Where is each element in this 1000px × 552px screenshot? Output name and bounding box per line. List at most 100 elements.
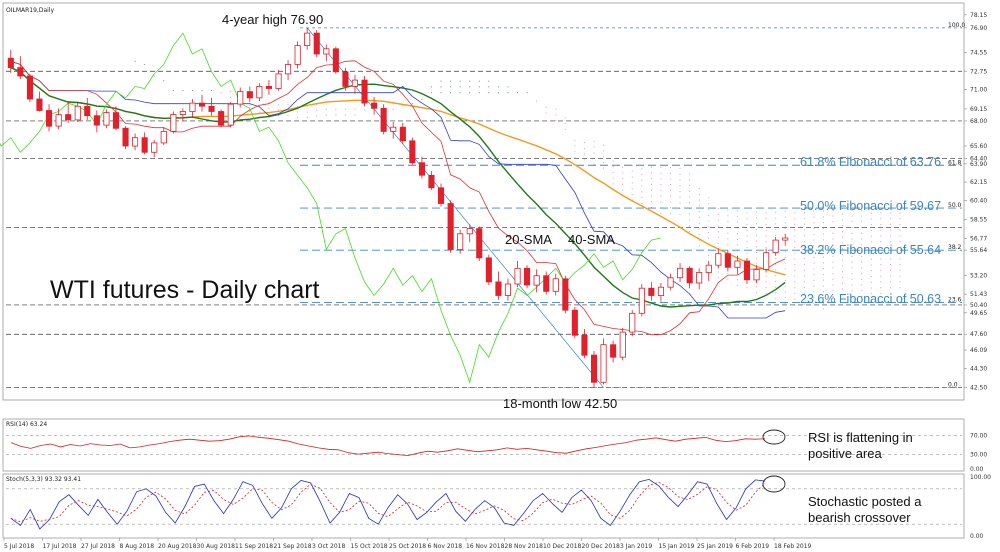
cloud-dot <box>507 86 509 88</box>
cloud-dot <box>354 114 356 116</box>
cloud-dot <box>335 108 337 110</box>
cloud-dot <box>794 287 796 289</box>
candle-body <box>543 275 550 292</box>
cloud-dot <box>755 228 758 230</box>
cloud-dot <box>889 229 891 231</box>
cloud-dot <box>842 236 844 238</box>
cloud-dot <box>765 241 767 243</box>
x-tick-label: 3 Jan 2019 <box>620 543 652 550</box>
x-tick-label: 20 Aug 2018 <box>158 543 197 550</box>
stoch-tick-label: 0.00 <box>970 533 984 540</box>
cloud-dot <box>784 216 786 218</box>
cloud-dot <box>784 302 786 304</box>
candle-body <box>227 103 234 126</box>
cloud-dot <box>736 279 738 281</box>
cloud-dot <box>545 106 547 108</box>
cloud-dot <box>344 114 346 116</box>
cloud-dot <box>842 248 844 250</box>
cloud-dot <box>880 241 882 243</box>
cloud-dot <box>765 218 767 220</box>
cloud-dot <box>736 244 738 246</box>
cloud-dot <box>641 168 643 170</box>
x-tick-label: 6 Feb 2019 <box>736 543 770 550</box>
fib-label-38: 38.2% Fibonacci of 55.64 <box>800 243 941 257</box>
cloud-dot <box>182 90 184 92</box>
cloud-dot <box>736 210 738 212</box>
candle-body <box>361 79 368 104</box>
cloud-dot <box>851 273 853 275</box>
cloud-dot <box>746 241 748 243</box>
candle-body <box>753 268 760 281</box>
cloud-dot <box>249 110 251 113</box>
cloud-dot <box>603 161 605 164</box>
cloud-dot <box>889 223 891 225</box>
cloud-dot <box>880 287 882 289</box>
cloud-dot <box>746 252 748 254</box>
cloud-dot <box>316 109 318 111</box>
cloud-dot <box>325 114 327 116</box>
candle-body <box>151 142 158 153</box>
candle-body <box>371 102 378 109</box>
cloud-dot <box>478 92 480 94</box>
candle-body <box>399 126 406 142</box>
cloud-dot <box>163 80 165 82</box>
cloud-dot <box>603 150 605 152</box>
cloud-dot <box>641 185 643 187</box>
cloud-dot <box>775 275 777 277</box>
cloud-dot <box>708 237 710 239</box>
cloud-dot <box>880 281 882 283</box>
cloud-dot <box>669 178 672 180</box>
candle-body <box>457 233 464 250</box>
cloud-dot <box>794 275 796 277</box>
cloud-dot <box>679 167 681 170</box>
sma40-label: 40-SMA <box>568 232 615 247</box>
candle-body <box>237 91 244 105</box>
x-tick-label: 17 Jul 2018 <box>43 543 77 550</box>
cloud-dot <box>822 216 825 218</box>
y-tick-label: 78.15 <box>970 12 987 19</box>
cloud-dot <box>851 290 853 292</box>
cloud-dot <box>249 105 251 107</box>
cloud-dot <box>775 211 777 213</box>
candle-body <box>581 334 588 356</box>
cloud-dot <box>717 208 719 210</box>
cloud-dot <box>669 195 672 197</box>
cloud-dot <box>861 296 863 298</box>
y-tick-label: 42.50 <box>970 385 987 392</box>
cloud-dot <box>832 284 834 286</box>
cloud-dot <box>813 279 815 281</box>
cloud-dot <box>622 178 624 180</box>
y-tick-label: 71.00 <box>970 87 987 94</box>
cloud-dot <box>765 212 767 214</box>
cloud-dot <box>727 215 729 217</box>
candle-body <box>782 237 789 241</box>
cloud-dot <box>746 246 748 248</box>
cloud-dot <box>870 247 872 249</box>
cloud-dot <box>574 145 576 147</box>
cloud-dot <box>555 120 557 122</box>
cloud-dot <box>755 263 758 265</box>
fibonacci-tag: 0.0 <box>948 382 958 389</box>
cloud-dot <box>842 219 844 221</box>
cloud-dot <box>717 219 719 221</box>
cloud-dot <box>172 90 174 92</box>
cloud-dot <box>870 287 872 289</box>
candle-body <box>705 264 712 273</box>
cloud-dot <box>794 252 796 254</box>
candle-body <box>112 112 120 129</box>
candle-body <box>485 257 492 283</box>
cloud-dot <box>889 287 891 289</box>
cloud-dot <box>325 108 327 110</box>
cloud-dot <box>755 251 758 253</box>
cloud-dot <box>717 225 719 227</box>
candle-body <box>208 105 215 112</box>
candle-body <box>667 277 674 288</box>
cloud-dot <box>889 241 891 243</box>
y-tick-label: 76.90 <box>970 25 987 32</box>
cloud-dot <box>842 230 844 233</box>
cloud-dot <box>736 238 738 240</box>
cloud-dot <box>803 223 805 225</box>
candle-body <box>246 91 253 99</box>
cloud-dot <box>880 223 882 225</box>
cloud-dot <box>440 80 442 82</box>
